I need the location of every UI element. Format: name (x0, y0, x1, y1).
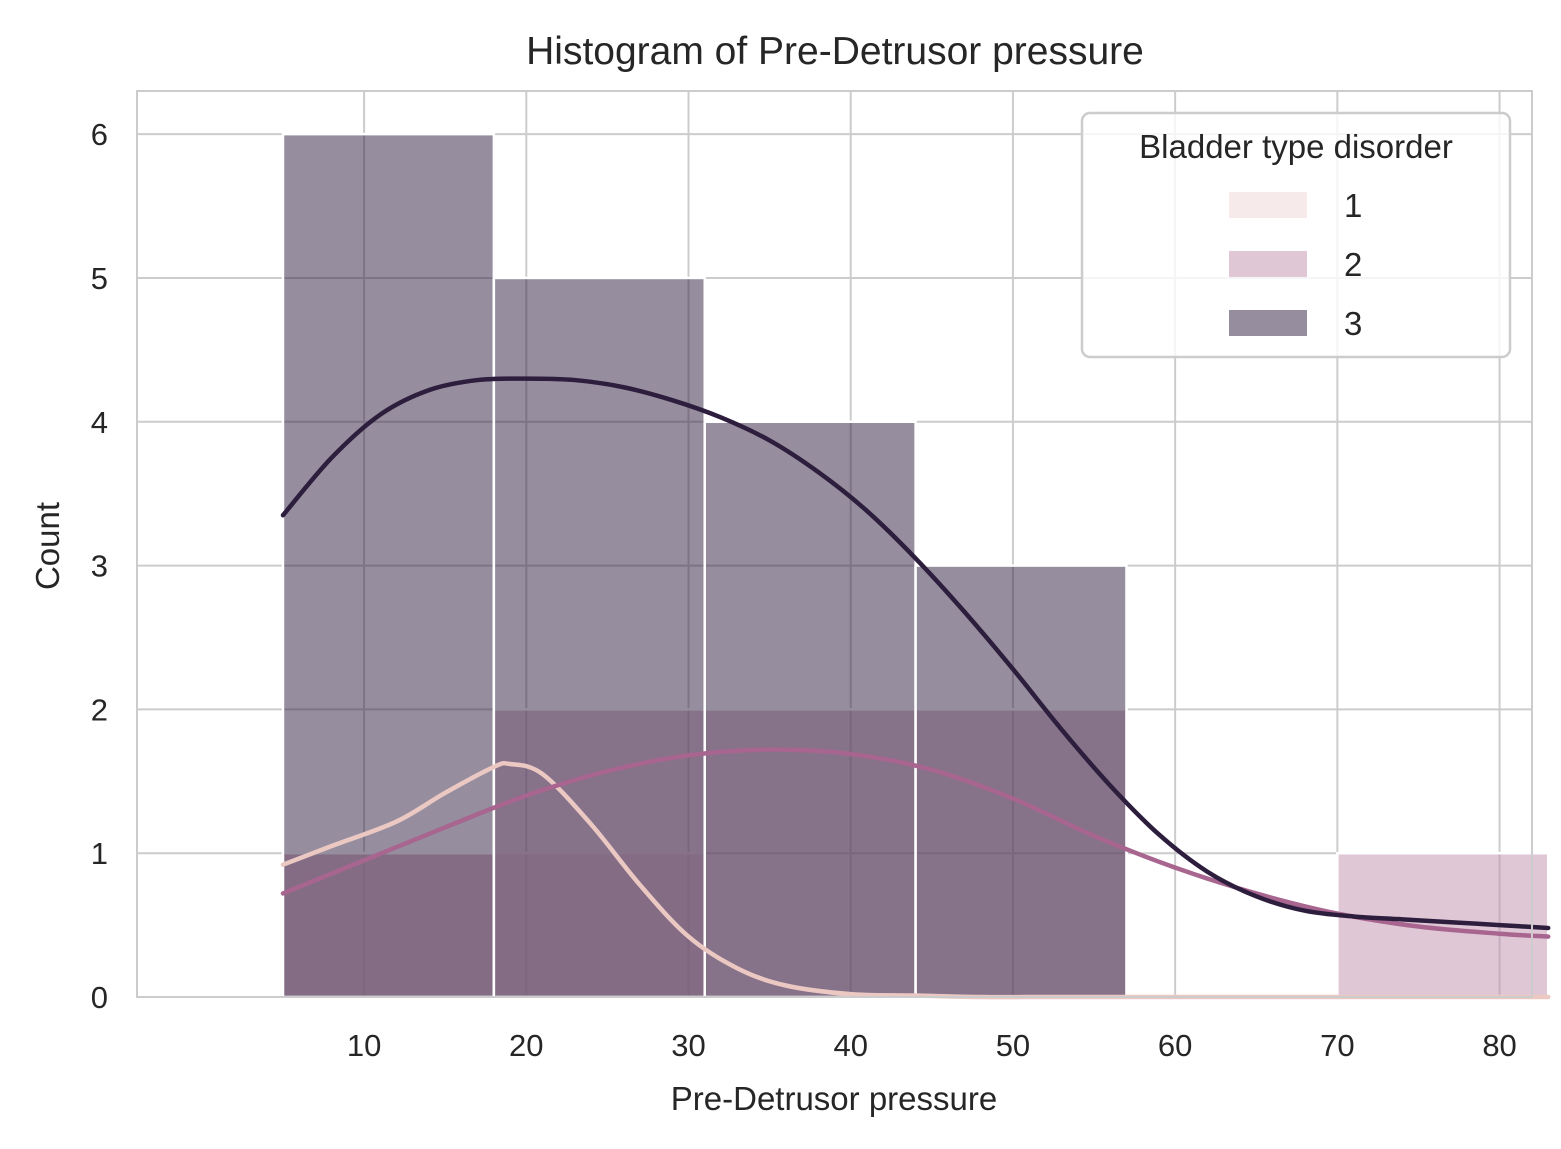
y-tick-label: 3 (91, 549, 108, 584)
legend: Bladder type disorder 1 2 3 (1080, 111, 1512, 359)
x-axis-label: Pre-Detrusor pressure (671, 1080, 997, 1117)
x-tick-label: 70 (1320, 1028, 1354, 1063)
legend-label-1: 1 (1344, 187, 1362, 224)
kde-curve-3 (280, 376, 1551, 931)
x-tick-label: 10 (347, 1028, 381, 1063)
bar-series-3 (914, 564, 1128, 999)
plot-frame (136, 90, 1533, 998)
y-axis-label: Count (29, 502, 66, 590)
x-tick-label: 30 (671, 1028, 705, 1063)
legend-swatch-1 (1229, 192, 1307, 218)
legend-swatch-3 (1229, 310, 1307, 336)
bar-series-3 (492, 276, 706, 999)
x-tick-label: 60 (1158, 1028, 1192, 1063)
y-tick-label: 4 (91, 405, 108, 440)
legend-entries: 1 2 3 (1229, 187, 1362, 342)
y-tick-label: 1 (91, 836, 108, 871)
x-tick-label: 50 (996, 1028, 1030, 1063)
y-tick-label: 0 (91, 980, 108, 1015)
x-tick-label: 80 (1482, 1028, 1516, 1063)
legend-label-2: 2 (1344, 246, 1362, 283)
chart-title: Histogram of Pre-Detrusor pressure (526, 30, 1144, 73)
x-axis-ticks: 10 20 30 40 50 60 70 80 (347, 1028, 1517, 1063)
legend-box (1080, 111, 1512, 359)
y-tick-label: 5 (91, 261, 108, 296)
y-tick-label: 6 (91, 117, 108, 152)
legend-swatch-2 (1229, 251, 1307, 277)
y-axis-ticks: 0 1 2 3 4 5 6 (91, 117, 108, 1015)
legend-label-3: 3 (1344, 305, 1362, 342)
x-tick-label: 40 (833, 1028, 867, 1063)
y-tick-label: 2 (91, 692, 108, 727)
bar-series-3 (703, 420, 917, 999)
legend-title: Bladder type disorder (1139, 128, 1453, 165)
x-tick-label: 20 (509, 1028, 543, 1063)
bar-series-3 (281, 132, 496, 999)
